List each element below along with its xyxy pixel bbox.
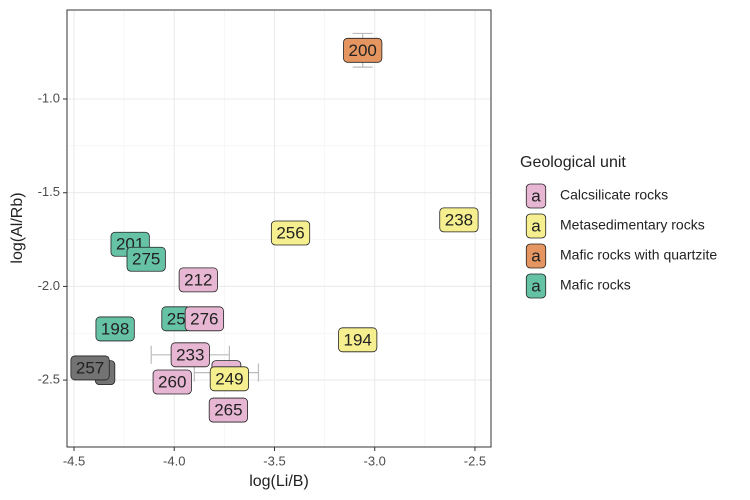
point-label-text: 260: [158, 372, 186, 391]
point-label-text: 257: [76, 358, 104, 377]
legend-key-text: a: [531, 186, 541, 205]
point-label: [184, 306, 224, 332]
point-label: [70, 355, 110, 381]
legend-title: Geological unit: [520, 154, 626, 171]
point-label-text: 276: [190, 309, 218, 328]
point-label: [338, 327, 378, 353]
panel-border: [66, 9, 492, 448]
x-tick-label: -2.5: [464, 453, 486, 468]
point-label: [209, 366, 249, 392]
legend-label: Calcsilicate rocks: [560, 187, 668, 203]
point-label-text: 275: [132, 250, 160, 269]
point-label-text: 238: [445, 210, 473, 229]
point-label-text: 233: [176, 345, 204, 364]
point-label: [343, 37, 383, 63]
legend-key-text: a: [531, 246, 541, 265]
point-label-text: 194: [343, 330, 371, 349]
legend-label: Mafic rocks: [560, 277, 631, 293]
legend-label: Mafic rocks with quartzite: [560, 247, 717, 263]
legend-key: [525, 273, 547, 299]
legend-key-text: a: [531, 216, 541, 235]
legend-key: [525, 243, 547, 269]
x-tick-label: -3.0: [364, 453, 386, 468]
point-label: [439, 207, 479, 233]
point-label-text: 200: [349, 41, 377, 60]
y-tick-label: -1.5: [38, 184, 60, 199]
legend-key-text: a: [531, 276, 541, 295]
y-tick-label: -1.0: [38, 90, 60, 105]
point-label: [95, 316, 135, 342]
point-label: [208, 397, 248, 423]
point-label-text: 198: [101, 319, 129, 338]
point-label-text: 265: [214, 401, 242, 420]
point-label-text: 25: [167, 309, 186, 328]
x-tick-label: -4.0: [163, 453, 185, 468]
y-tick-label: -2.0: [38, 278, 60, 293]
y-tick-label: -2.5: [38, 372, 60, 387]
x-tick-label: -3.5: [263, 453, 285, 468]
point-label: [126, 246, 166, 272]
point-label-text: 249: [215, 369, 243, 388]
point-label-text: 256: [276, 223, 304, 242]
point-label: [178, 267, 218, 293]
x-axis-title: log(Li/B): [249, 473, 309, 490]
legend-label: Metasedimentary rocks: [560, 217, 705, 233]
x-tick-label: -4.5: [63, 453, 85, 468]
point-label-text: 212: [184, 270, 212, 289]
point-label: [170, 342, 210, 368]
legend-key: [525, 213, 547, 239]
y-axis-title: log(Al/Rb): [9, 192, 26, 263]
point-label: [152, 369, 192, 395]
legend-key: [525, 183, 547, 209]
point-label: [270, 220, 311, 246]
